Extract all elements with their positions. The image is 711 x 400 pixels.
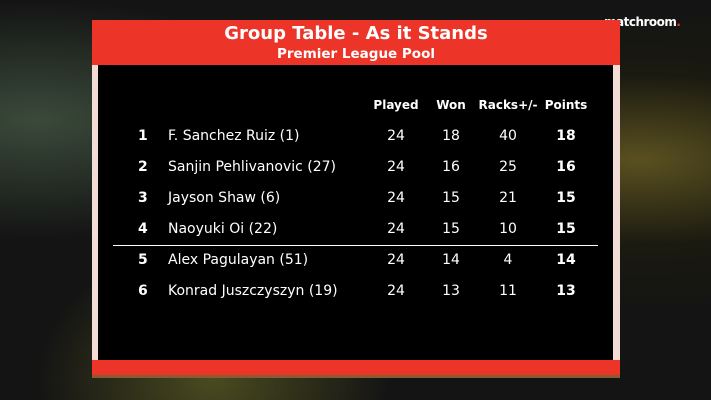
cell-name: Naoyuki Oi (22) [168, 221, 278, 237]
cell-rank: 2 [138, 159, 148, 175]
group-table-panel: Group Table - As it Stands Premier Leagu… [92, 20, 620, 360]
cell-played: 24 [387, 159, 405, 175]
cell-racks: 25 [499, 159, 517, 175]
cell-won: 15 [442, 190, 460, 206]
cell-played: 24 [387, 190, 405, 206]
cell-racks: 4 [503, 252, 513, 268]
table-header: Group Table - As it Stands Premier Leagu… [92, 20, 620, 65]
cell-won: 18 [442, 128, 460, 144]
cell-won: 14 [442, 252, 460, 268]
cell-points: 16 [556, 159, 576, 175]
cell-name: Alex Pagulayan (51) [168, 252, 309, 268]
cell-racks: 11 [499, 283, 517, 299]
cell-name: Jayson Shaw (6) [168, 190, 281, 206]
cell-racks: 10 [499, 221, 517, 237]
table-subtitle: Premier League Pool [277, 46, 435, 62]
cell-racks: 40 [499, 128, 517, 144]
cell-won: 16 [442, 159, 460, 175]
col-racks: Racks+/- [478, 98, 538, 112]
cell-played: 24 [387, 128, 405, 144]
col-won: Won [436, 98, 466, 112]
cell-rank: 4 [138, 221, 148, 237]
cell-name: Konrad Juszczyszyn (19) [168, 283, 338, 299]
col-played: Played [373, 98, 419, 112]
cell-racks: 21 [499, 190, 517, 206]
table-title: Group Table - As it Stands [224, 23, 488, 44]
col-points: Points [544, 98, 588, 112]
cell-won: 13 [442, 283, 460, 299]
cell-won: 15 [442, 221, 460, 237]
cell-played: 24 [387, 283, 405, 299]
bottom-bar [92, 360, 620, 378]
cell-points: 13 [556, 283, 576, 299]
cell-played: 24 [387, 252, 405, 268]
cell-rank: 6 [138, 283, 148, 299]
cell-points: 14 [556, 252, 576, 268]
cell-points: 15 [556, 190, 576, 206]
cell-rank: 3 [138, 190, 148, 206]
matchroom-logo: matchroom. [604, 15, 681, 29]
cell-name: Sanjin Pehlivanovic (27) [168, 159, 337, 175]
cell-name: F. Sanchez Ruiz (1) [168, 128, 300, 144]
cell-rank: 5 [138, 252, 148, 268]
cell-points: 18 [556, 128, 576, 144]
cell-played: 24 [387, 221, 405, 237]
cell-rank: 1 [138, 128, 148, 144]
qualification-divider [113, 245, 598, 246]
cell-points: 15 [556, 221, 576, 237]
